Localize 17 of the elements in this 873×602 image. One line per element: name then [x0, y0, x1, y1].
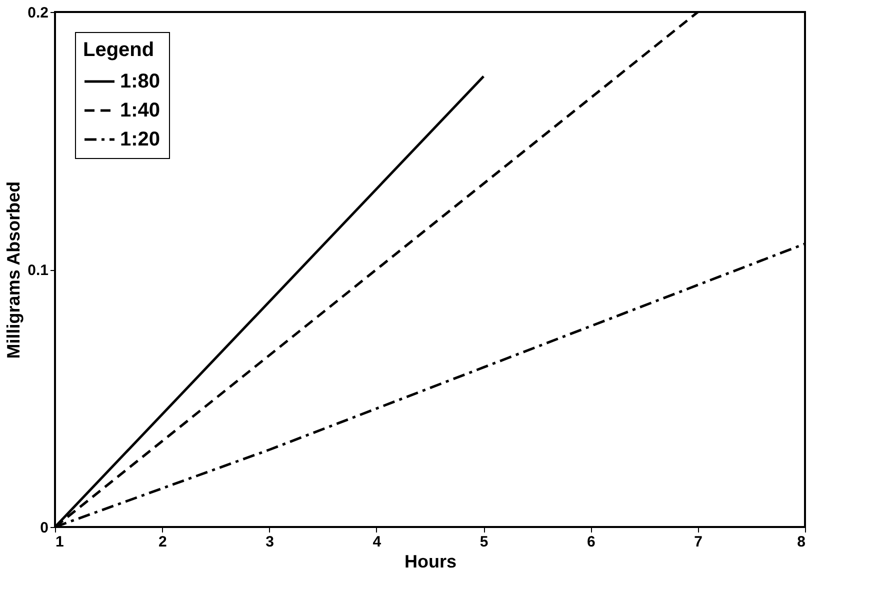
y-tick-label: 0.2 [28, 4, 48, 22]
legend-label: 1:20 [120, 128, 160, 150]
y-axis-title: Milligrams Absorbed [4, 181, 24, 359]
y-tick-label: 0.1 [28, 262, 48, 279]
legend-title: Legend [83, 39, 154, 61]
x-tick-label: 3 [266, 534, 274, 550]
x-tick-label: 7 [694, 534, 703, 550]
x-tick-label: 1 [56, 534, 64, 550]
legend-label: 1:80 [120, 70, 160, 92]
legend-label: 1:40 [120, 100, 160, 122]
x-tick-label: 5 [480, 534, 488, 550]
x-tick-label: 4 [372, 534, 382, 550]
x-tick-label: 6 [587, 534, 596, 550]
y-tick-label: 0 [40, 520, 48, 536]
x-axis-title: Hours [404, 552, 457, 572]
x-tick-label: 2 [158, 534, 167, 550]
x-tick-label: 8 [797, 534, 806, 550]
